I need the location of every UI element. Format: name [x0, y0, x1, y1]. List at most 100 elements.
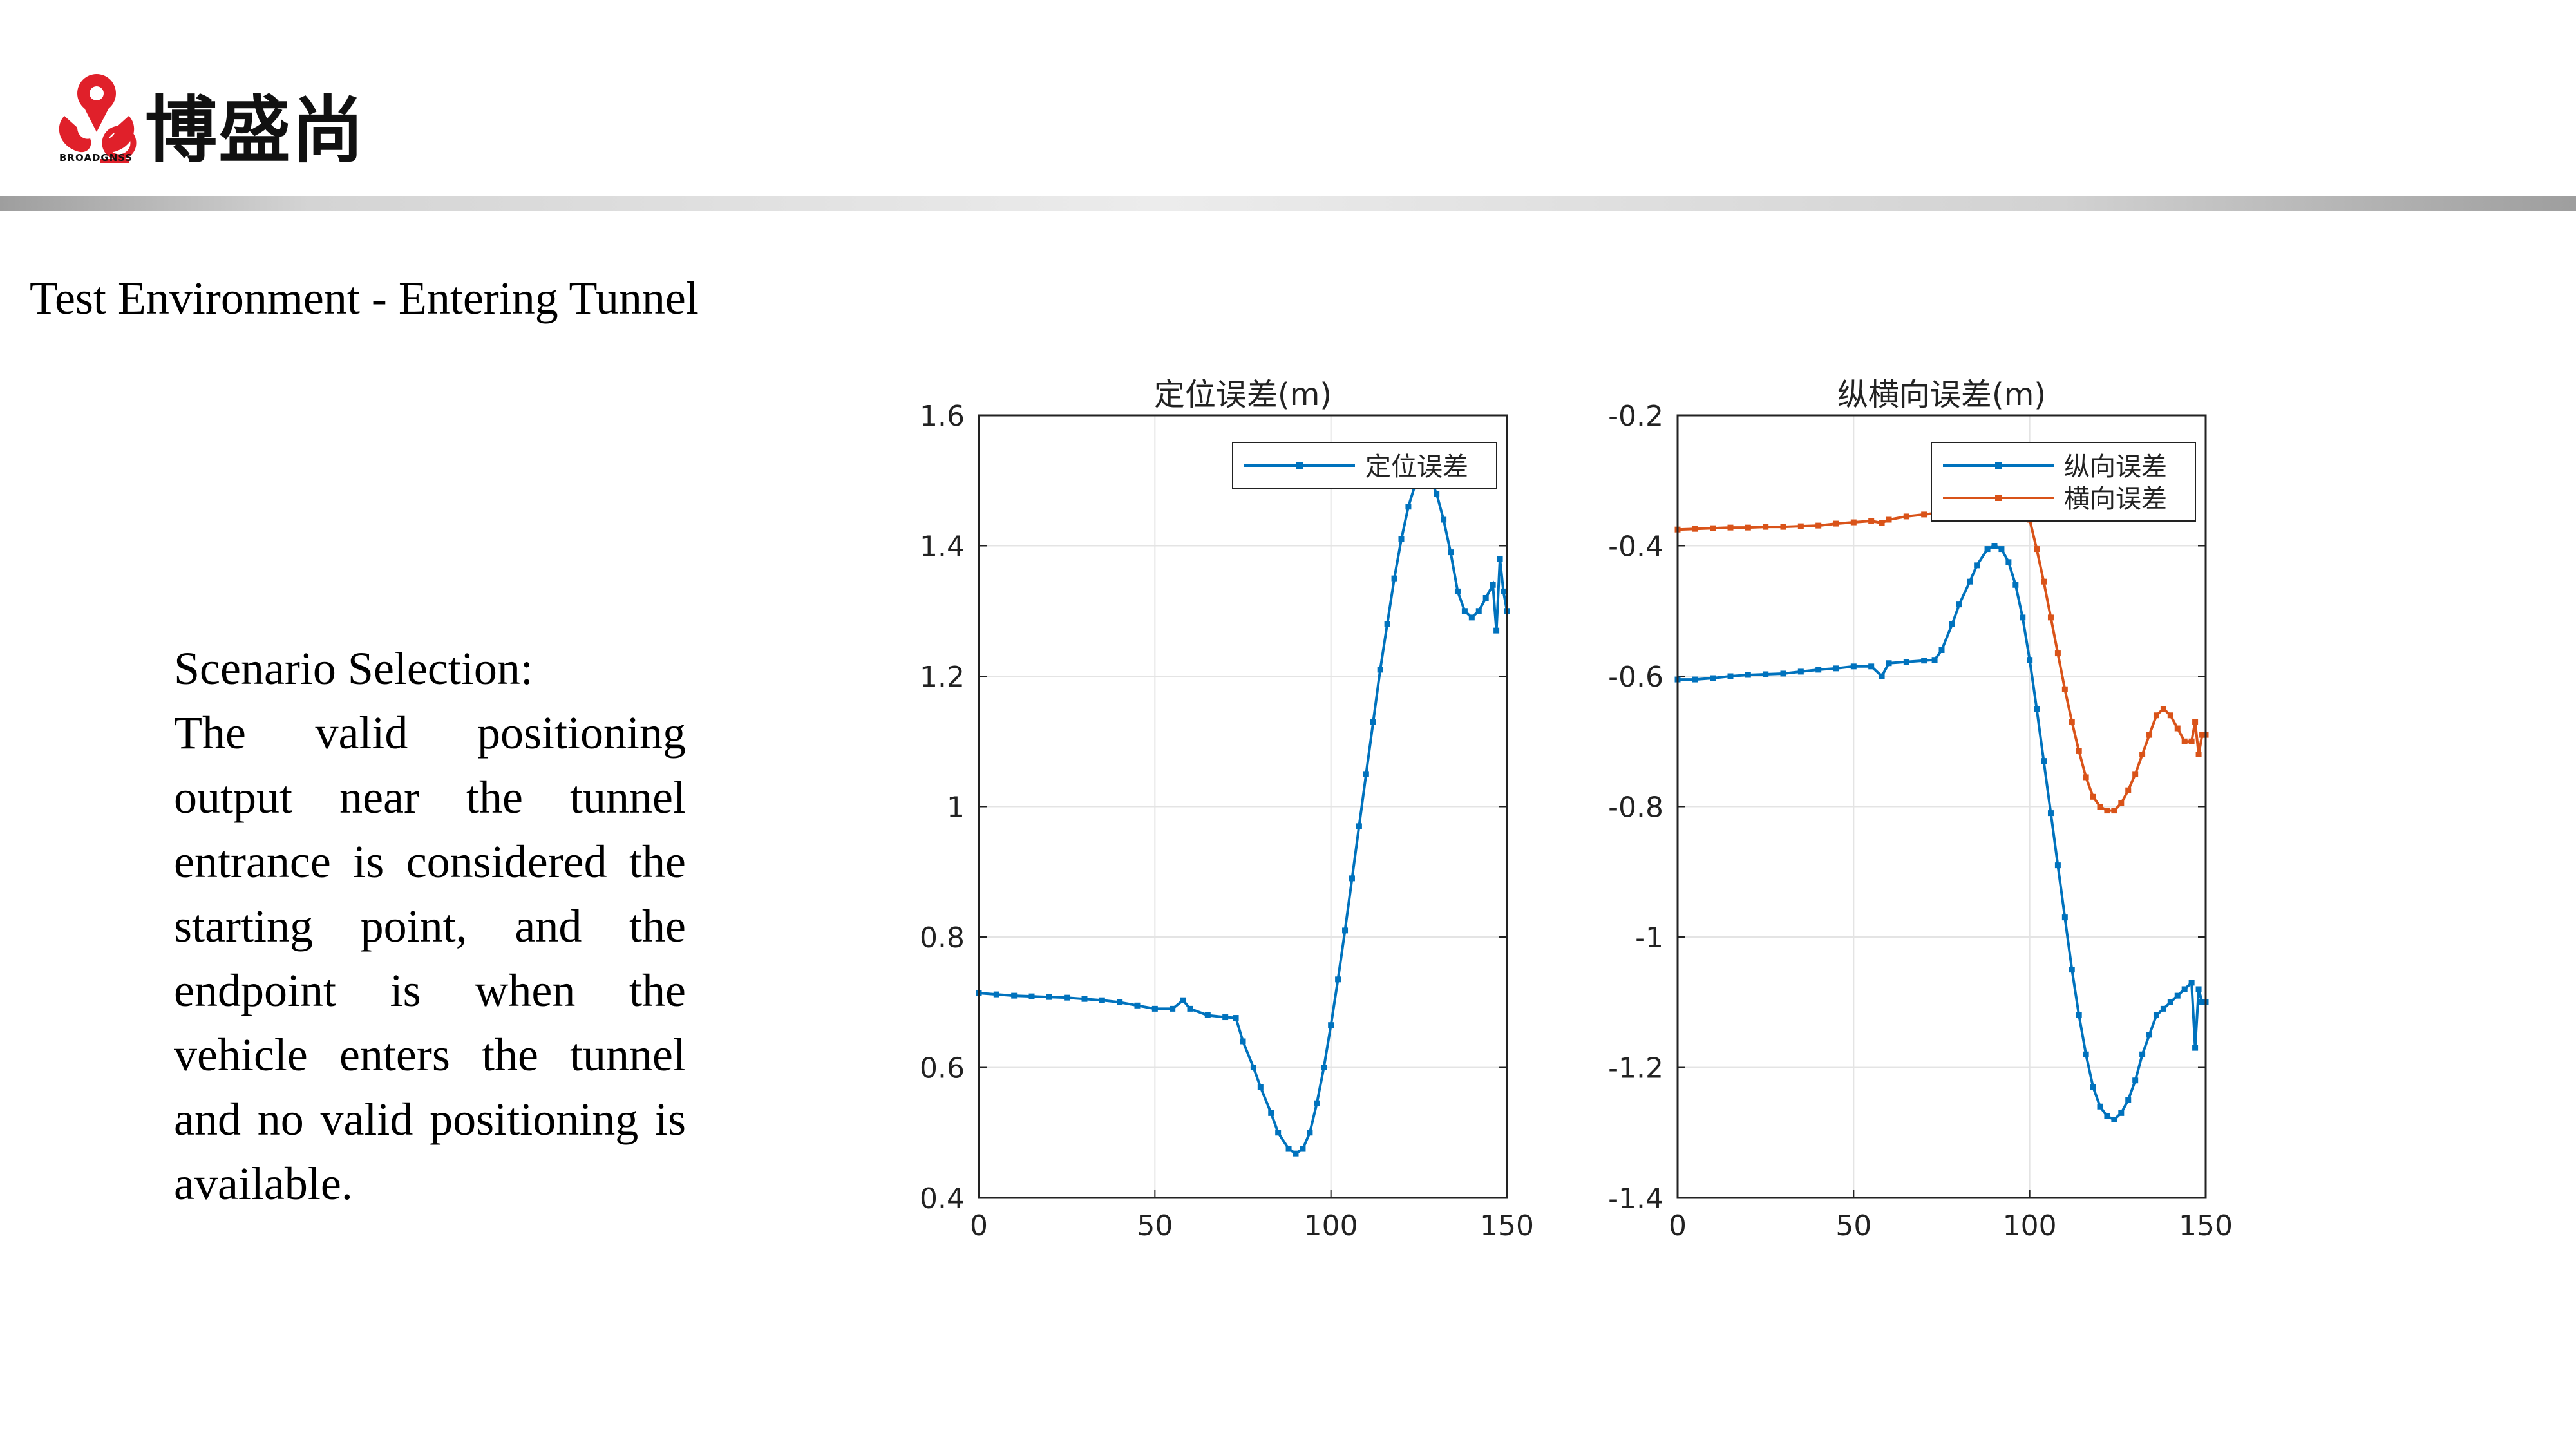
data-point — [2083, 774, 2089, 781]
legend-box — [1931, 442, 2196, 522]
data-point — [1328, 1022, 1334, 1028]
y-tick-label: 1.6 — [920, 400, 965, 433]
data-point — [1797, 523, 1804, 529]
data-point — [2054, 862, 2061, 869]
data-point — [2132, 771, 2139, 777]
data-point — [2174, 992, 2181, 999]
data-point — [2069, 967, 2075, 973]
data-point — [1692, 676, 1698, 683]
data-point — [1931, 657, 1938, 663]
data-point — [2027, 657, 2033, 663]
y-tick-label: 1 — [947, 791, 965, 824]
plot-frame — [1676, 414, 2207, 1199]
data-point — [2104, 808, 2110, 814]
data-point — [2167, 999, 2174, 1005]
data-point — [1967, 578, 1973, 585]
data-point — [1448, 549, 1454, 556]
x-tick-label: 50 — [1137, 1209, 1173, 1242]
data-point — [1886, 516, 1892, 523]
y-tick-label: -0.2 — [1608, 400, 1663, 433]
data-point — [1501, 588, 1507, 594]
data-point — [1879, 673, 1885, 679]
data-point — [1850, 663, 1857, 670]
data-point — [1356, 823, 1362, 829]
data-point — [1293, 1150, 1299, 1157]
data-point — [1204, 1012, 1211, 1018]
legend-label: 纵向误差 — [2064, 452, 2167, 482]
data-point — [1391, 575, 1397, 582]
data-point — [1275, 1130, 1282, 1136]
y-tick-label: -1 — [1635, 922, 1663, 954]
x-tick-label: 0 — [1669, 1209, 1687, 1242]
data-point — [2005, 559, 2012, 565]
data-point — [2125, 1097, 2132, 1103]
data-point — [2118, 1110, 2125, 1116]
data-point — [1468, 614, 1475, 621]
data-point — [1763, 524, 1769, 530]
data-point — [1991, 543, 1998, 549]
data-point — [2034, 706, 2040, 712]
data-point — [2111, 1117, 2117, 1122]
data-point — [1314, 1100, 1320, 1106]
series-line-1 — [1678, 544, 2206, 1121]
data-point — [1903, 513, 1909, 520]
legend-label: 定位误差 — [1365, 452, 1468, 482]
data-point — [2083, 1051, 2089, 1057]
data-point — [1493, 627, 1500, 634]
data-point — [1377, 667, 1383, 673]
data-point — [1170, 1005, 1176, 1012]
data-point — [1763, 671, 1769, 677]
data-point — [1815, 667, 1822, 673]
data-point — [2160, 706, 2166, 712]
data-point — [1285, 1146, 1292, 1152]
data-point — [1240, 1038, 1246, 1045]
x-tick-label: 0 — [970, 1209, 988, 1242]
data-point — [1370, 719, 1376, 725]
data-point — [2076, 1012, 2082, 1018]
data-point — [1151, 1005, 1158, 1012]
data-point — [1398, 536, 1405, 542]
data-point — [2090, 793, 2096, 800]
chart-title: 纵横向误差(m) — [1837, 377, 2046, 413]
data-point — [2160, 1005, 2166, 1012]
data-point — [993, 991, 999, 998]
description-body: The valid positioning output near the tu… — [174, 707, 686, 1209]
chart-2: 0 50 100 150 -1.4 -1.2 -1 -0.8 -0.6 -0.4 -0.2 纵横向误差… — [1608, 377, 2233, 1242]
data-point — [1921, 511, 1927, 518]
data-point — [2132, 1077, 2139, 1084]
y-tick-label: 0.4 — [920, 1182, 965, 1215]
data-point — [1949, 621, 1955, 627]
data-point — [1850, 519, 1857, 526]
data-point — [2199, 732, 2206, 738]
chart-1: 0 50 100 150 0.4 0.6 0.8 1 1.2 1.4 1.6 定位误差(m) 定位误差 — [920, 377, 1534, 1242]
brand-name: 博盛尚 — [145, 89, 365, 173]
data-point — [1780, 524, 1786, 530]
data-point — [2139, 1051, 2146, 1057]
page-title: Test Environment - Entering Tunnel — [30, 272, 699, 324]
data-point — [1300, 1146, 1306, 1152]
data-point — [1710, 675, 1716, 681]
data-point — [2174, 725, 2181, 732]
chart-title: 定位误差(m) — [1154, 377, 1332, 413]
data-point — [1180, 997, 1186, 1003]
data-point — [1974, 562, 1980, 569]
data-point — [1441, 516, 1447, 523]
data-point — [1903, 659, 1909, 665]
data-point — [1028, 993, 1035, 999]
data-point — [1257, 1084, 1264, 1090]
y-tick-label: 1.2 — [920, 661, 965, 694]
data-point — [2041, 578, 2047, 585]
data-point — [1268, 1110, 1274, 1116]
data-point — [2047, 810, 2054, 817]
error-charts: 0 50 100 1500.40.60.811.21.41.6定位误差(m)定位误差0… — [920, 377, 2233, 1242]
data-point — [1222, 1014, 1229, 1021]
data-point — [1956, 601, 1962, 608]
brand-logo-icon — [59, 74, 137, 163]
data-point — [1099, 997, 1105, 1003]
data-point — [2034, 546, 2040, 553]
data-point — [2192, 1045, 2199, 1051]
data-point — [1692, 526, 1698, 532]
x-tick-label: 150 — [1480, 1209, 1534, 1242]
y-tick-label: -1.4 — [1608, 1182, 1663, 1215]
data-point — [1745, 672, 1751, 678]
